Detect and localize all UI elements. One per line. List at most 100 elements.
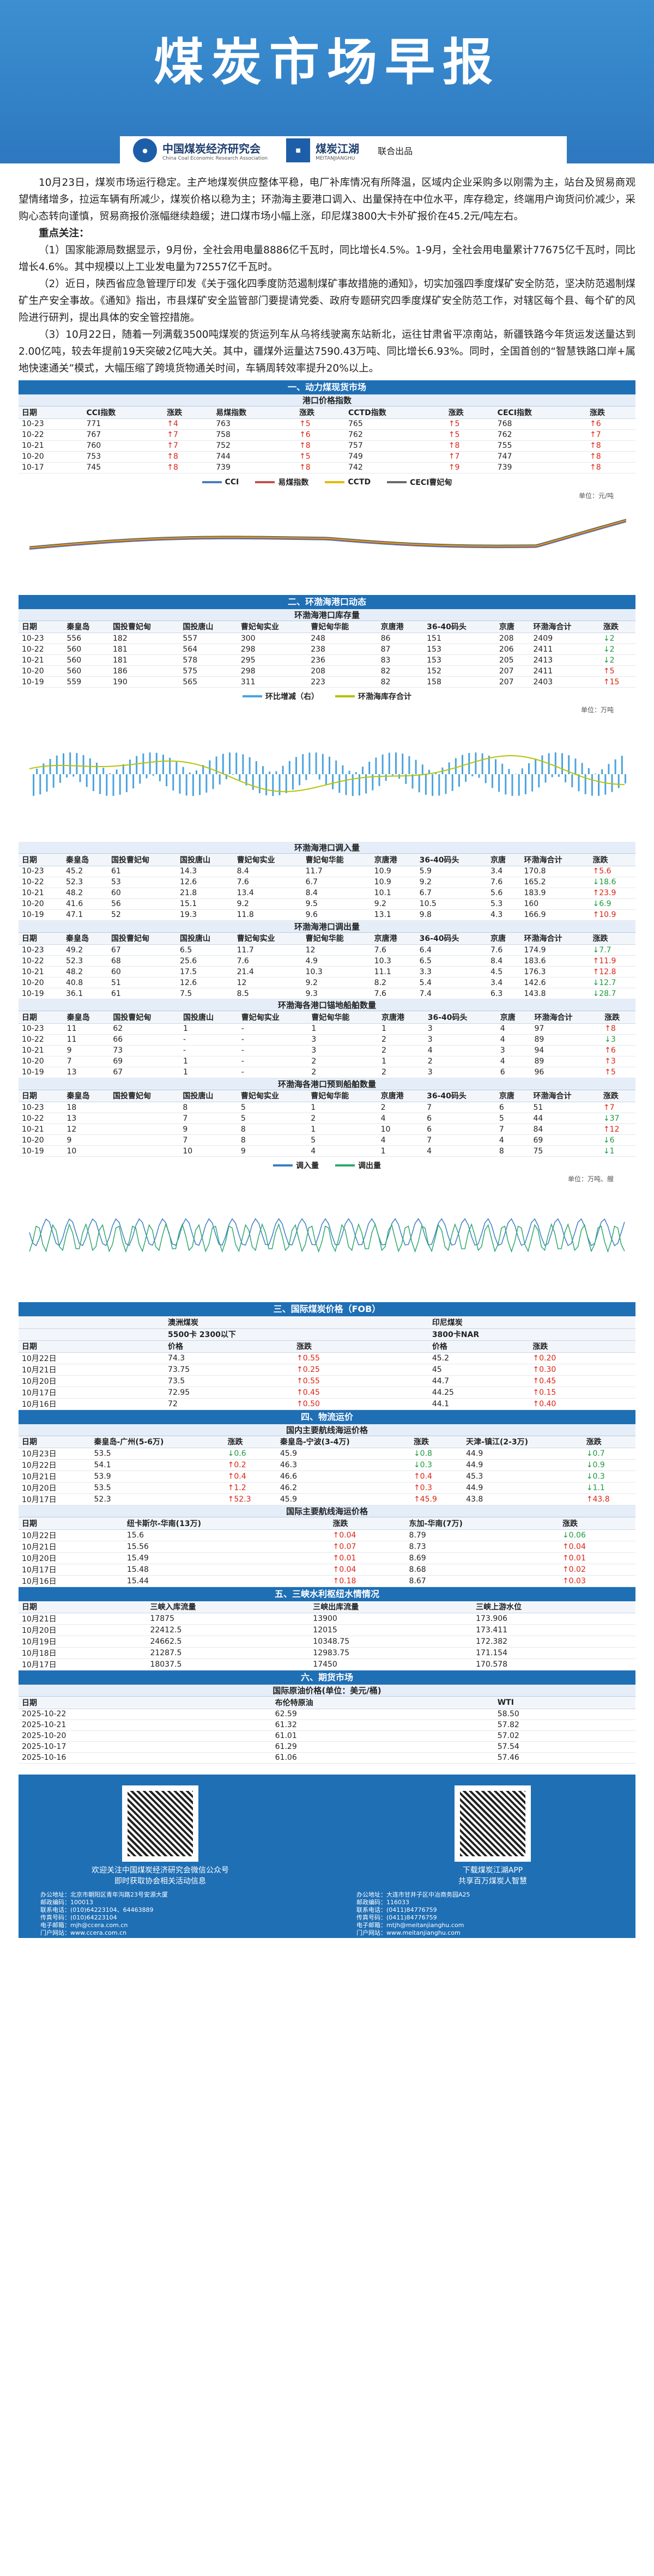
table-cell: 15.49: [123, 1552, 330, 1564]
table-cell: 45.2: [428, 1352, 530, 1364]
change-bar: [325, 774, 327, 785]
table-cell: 8.67: [405, 1575, 559, 1587]
report-header: 煤炭市场早报 ● 中国煤炭经济研究会 China Coal Economic Re…: [0, 0, 654, 163]
table-cell: ↑6: [601, 1045, 635, 1056]
change-bar: [571, 774, 573, 787]
column-header: 36-40码头: [424, 1011, 497, 1024]
legend-item: CECI曹妃甸: [387, 477, 452, 488]
legend-label: CCI: [225, 477, 239, 487]
table-cell: 4: [424, 1045, 497, 1056]
table-cell: 10-20: [19, 977, 63, 988]
table-cell: 6.3: [487, 988, 521, 999]
change-bar: [225, 774, 227, 780]
table-row: 10月22日 74.3 ↑0.55 45.2 ↑0.20: [19, 1352, 635, 1364]
table-cell: ↑0.20: [529, 1352, 635, 1364]
inflow-table: 日期 秦皇岛 国投曹妃甸 国投唐山 曹妃甸实业 曹妃甸华能 京唐港 36-40码头 京唐 环渤海合…: [19, 854, 635, 921]
table-cell: ↑0.4: [224, 1471, 277, 1483]
table-cell: 97: [531, 1023, 602, 1035]
column-header: 印尼煤炭: [428, 1316, 635, 1329]
section-logistics: 四、物流运价 国内主要航线海运价格 日期 秦皇岛-广州(5-6万) 涨跌 秦皇岛-宁波…: [19, 1409, 635, 1587]
table-cell: 207: [495, 676, 530, 688]
table-cell: 9: [63, 1134, 110, 1146]
section-title: 一、动力煤现货市场: [19, 380, 635, 394]
table-cell: 10月20日: [19, 1624, 147, 1636]
table-cell: 8: [495, 1145, 530, 1157]
footer-info-right: 办公地址：大连市甘井子区中冶商务园A25 邮政编码：116033 联系电话：(041…: [356, 1891, 470, 1936]
legend-label: 易煤指数: [278, 478, 309, 487]
inflow-line: [29, 1218, 625, 1247]
change-bar: [345, 774, 347, 795]
change-bar: [275, 771, 277, 774]
table-cell: 7.6: [233, 955, 302, 967]
change-bar: [92, 774, 94, 791]
table-cell: 87: [377, 643, 424, 655]
table-cell: ↑0.04: [329, 1564, 406, 1576]
intro-p4: （3）10月22日，随着一列满载3500吨煤炭的货运列车从乌将线驶离东站新北，运…: [19, 329, 635, 374]
change-bar: [372, 774, 374, 791]
table-cell: 768: [494, 418, 587, 430]
sub-title: 港口价格指数: [19, 394, 635, 406]
table-cell: ↓0.8: [410, 1448, 463, 1460]
table-cell: [110, 1113, 180, 1124]
change-bar: [239, 774, 241, 781]
table-cell: 311: [237, 676, 308, 688]
flow-chart-svg: [29, 1218, 625, 1253]
table-cell: 190: [110, 676, 180, 688]
column-header: 环渤海合计: [530, 1090, 600, 1102]
table-cell: 15.48: [123, 1564, 330, 1576]
table-cell: 73: [110, 1045, 180, 1056]
column-header: 三峡出库流量: [310, 1601, 473, 1613]
table-cell: 52.3: [62, 955, 108, 967]
table-cell: ↑8: [164, 451, 213, 463]
legend-label: CECI曹妃甸: [410, 478, 452, 487]
table-cell: ↑8: [586, 451, 635, 463]
change-bar: [435, 773, 437, 774]
table-row: 10月23日 53.5 ↓0.6 45.9 ↓0.8 44.9 ↓0.7: [19, 1448, 635, 1460]
legend-swatch: [243, 695, 262, 697]
table-cell: 208: [307, 665, 378, 677]
table-cell: ↑6: [296, 429, 345, 441]
change-bar: [312, 774, 314, 775]
column-header: 日期: [19, 1601, 147, 1613]
change-bar: [265, 774, 268, 795]
change-bar: [139, 774, 141, 784]
table-cell: ↑8: [445, 440, 494, 452]
table-cell: ↑12: [600, 1123, 635, 1135]
table-row: 10-19 10 10 9 4 1 4 8 75 ↓1: [19, 1145, 635, 1157]
table-row: 10-23 18 8 5 1 2 7 6 51 ↑7: [19, 1102, 635, 1113]
table-cell: 10348.75: [310, 1636, 473, 1648]
table-cell: 5.9: [416, 866, 487, 877]
table-cell: ↑8: [164, 462, 213, 473]
column-header: 涨跌: [296, 406, 345, 419]
change-bar: [608, 764, 610, 774]
table-cell: 3: [424, 1023, 497, 1035]
table-cell: 96: [531, 1067, 602, 1078]
change-bar: [245, 774, 247, 786]
column-header: 三峡上游水位: [473, 1601, 635, 1613]
column-header: 涨跌: [600, 1090, 635, 1102]
table-cell: 173.906: [473, 1613, 635, 1625]
header-row: 日期 秦皇岛 国投曹妃甸 国投唐山 曹妃甸实业 曹妃甸华能 京唐港 36-40码头 京唐 环渤海合…: [19, 1011, 635, 1024]
table-cell: 6.4: [416, 944, 487, 956]
table-cell: ↑5: [296, 418, 345, 430]
table-row: 10-21 760 ↑7 752 ↑8 757 ↑8 755 ↑8: [19, 440, 635, 452]
change-bar: [119, 774, 121, 795]
table-cell: 3.4: [487, 977, 521, 988]
table-cell: 72.95: [165, 1387, 293, 1399]
sub-title: 环渤海各港口预到船舶数量: [19, 1078, 635, 1090]
table-cell: ↑8: [586, 462, 635, 473]
table-cell: 10-23: [19, 633, 64, 644]
change-bar: [189, 772, 191, 774]
table-cell: [110, 1123, 180, 1135]
change-bar: [402, 754, 404, 774]
table-cell: 52.3: [90, 1493, 225, 1505]
table-cell: 67: [107, 944, 177, 956]
column-header: 曹妃甸实业: [233, 854, 302, 866]
table-cell: -: [180, 1034, 238, 1046]
column-header: 曹妃甸实业: [237, 1090, 308, 1102]
table-cell: 10-22: [19, 429, 83, 441]
table-cell: ↑0.2: [224, 1459, 277, 1471]
change-bar: [358, 774, 360, 795]
table-cell: 10月20日: [19, 1552, 124, 1564]
table-cell: -: [180, 1045, 238, 1056]
